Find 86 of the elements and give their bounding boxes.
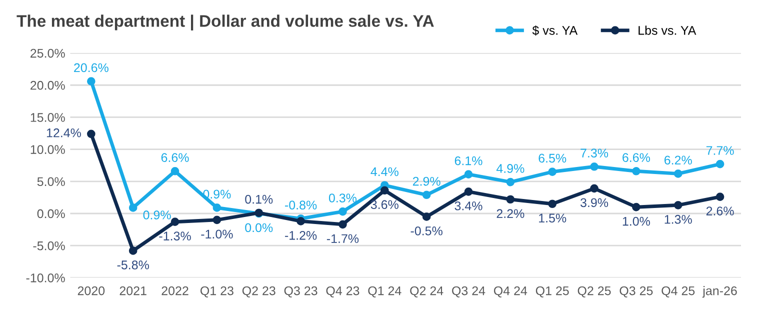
point <box>212 204 222 212</box>
data-label: 3.9% <box>580 198 608 208</box>
y-tick-label: -5.0% <box>33 241 65 250</box>
y-tick-label: 0.0% <box>37 209 65 218</box>
data-label: 0.9% <box>143 210 171 220</box>
data-label: 6.6% <box>622 153 650 162</box>
data-label: 0.1% <box>245 194 273 204</box>
point <box>716 192 724 201</box>
data-label: -0.8% <box>285 200 317 210</box>
y-tick-label: 10.0% <box>30 145 65 154</box>
x-tick-label: Q3 25 <box>620 286 653 298</box>
data-label: -0.5% <box>410 226 442 236</box>
x-tick-label: Q4 24 <box>494 286 528 298</box>
chart-title: The meat department | Dollar and volume sale vs. YA <box>16 14 434 30</box>
x-tick-label: 2021 <box>120 286 146 296</box>
data-label: -1.0% <box>201 230 233 239</box>
data-label: 2.6% <box>706 206 734 216</box>
point <box>86 130 96 138</box>
point <box>212 216 222 224</box>
point <box>128 204 138 212</box>
data-label: 4.9% <box>496 164 524 173</box>
point <box>338 220 347 229</box>
point <box>128 246 138 255</box>
data-label: -1.7% <box>326 234 359 243</box>
x-tick-label: Q2 25 <box>578 286 611 298</box>
point <box>674 200 682 210</box>
data-label: 1.0% <box>622 216 650 226</box>
x-tick-label: Q1 24 <box>368 286 402 298</box>
data-label: 12.4% <box>46 128 81 138</box>
data-label: 2.9% <box>412 176 440 186</box>
point <box>548 200 557 208</box>
data-label: 7.3% <box>580 148 608 158</box>
point <box>464 170 473 179</box>
y-tick-label: 20.0% <box>30 80 65 90</box>
point <box>338 207 347 216</box>
point <box>674 170 682 178</box>
data-label: -1.2% <box>285 230 317 240</box>
data-label: 3.4% <box>454 201 482 210</box>
point <box>632 166 640 176</box>
point <box>590 184 598 193</box>
data-label: 6.1% <box>454 156 482 166</box>
data-label: 3.6% <box>370 200 398 210</box>
data-label: -5.8% <box>117 260 149 270</box>
legend-label: $ vs. YA <box>532 25 578 36</box>
point <box>170 166 180 176</box>
data-label: 6.5% <box>538 154 566 163</box>
legend-label: Lbs vs. YA <box>638 26 696 35</box>
point <box>506 178 515 186</box>
point <box>170 218 180 226</box>
x-tick-label: Q3 23 <box>284 286 318 298</box>
point <box>548 168 557 176</box>
data-label: -1.3% <box>159 232 191 240</box>
point <box>422 190 431 200</box>
point <box>590 162 598 171</box>
point <box>506 195 515 204</box>
x-tick-label: Q4 23 <box>326 286 360 298</box>
data-label: 6.6% <box>161 153 189 162</box>
data-label: 1.3% <box>664 214 692 224</box>
data-label: 0.3% <box>328 194 357 202</box>
x-tick-label: 2020 <box>78 286 105 296</box>
point <box>422 212 431 221</box>
y-tick-label: 5.0% <box>37 177 65 186</box>
y-tick-label: -10.0% <box>26 273 65 282</box>
point <box>716 160 724 168</box>
x-tick-label: jan-26 <box>702 286 737 298</box>
data-label: 1.5% <box>539 214 566 223</box>
x-tick-label: Q3 24 <box>452 286 486 298</box>
x-tick-label: Q4 25 <box>662 286 695 298</box>
data-label: 4.4% <box>370 167 398 176</box>
y-tick-label: 15.0% <box>30 113 65 122</box>
point <box>86 77 96 86</box>
x-tick-label: Q1 23 <box>200 286 234 298</box>
point <box>632 202 640 212</box>
x-tick-label: Q2 24 <box>410 286 444 298</box>
data-label: 6.2% <box>664 156 692 165</box>
data-label: 2.2% <box>496 209 524 218</box>
data-label: 0.0% <box>245 223 273 232</box>
data-label: 7.7% <box>706 146 734 155</box>
point <box>464 188 473 196</box>
x-tick-label: Q1 25 <box>536 286 569 298</box>
point <box>380 186 389 195</box>
point <box>296 217 305 226</box>
y-tick-label: 25.0% <box>30 48 65 58</box>
x-tick-label: Q2 23 <box>242 286 276 298</box>
data-label: 20.6% <box>74 63 108 72</box>
x-tick-label: 2022 <box>162 286 188 296</box>
